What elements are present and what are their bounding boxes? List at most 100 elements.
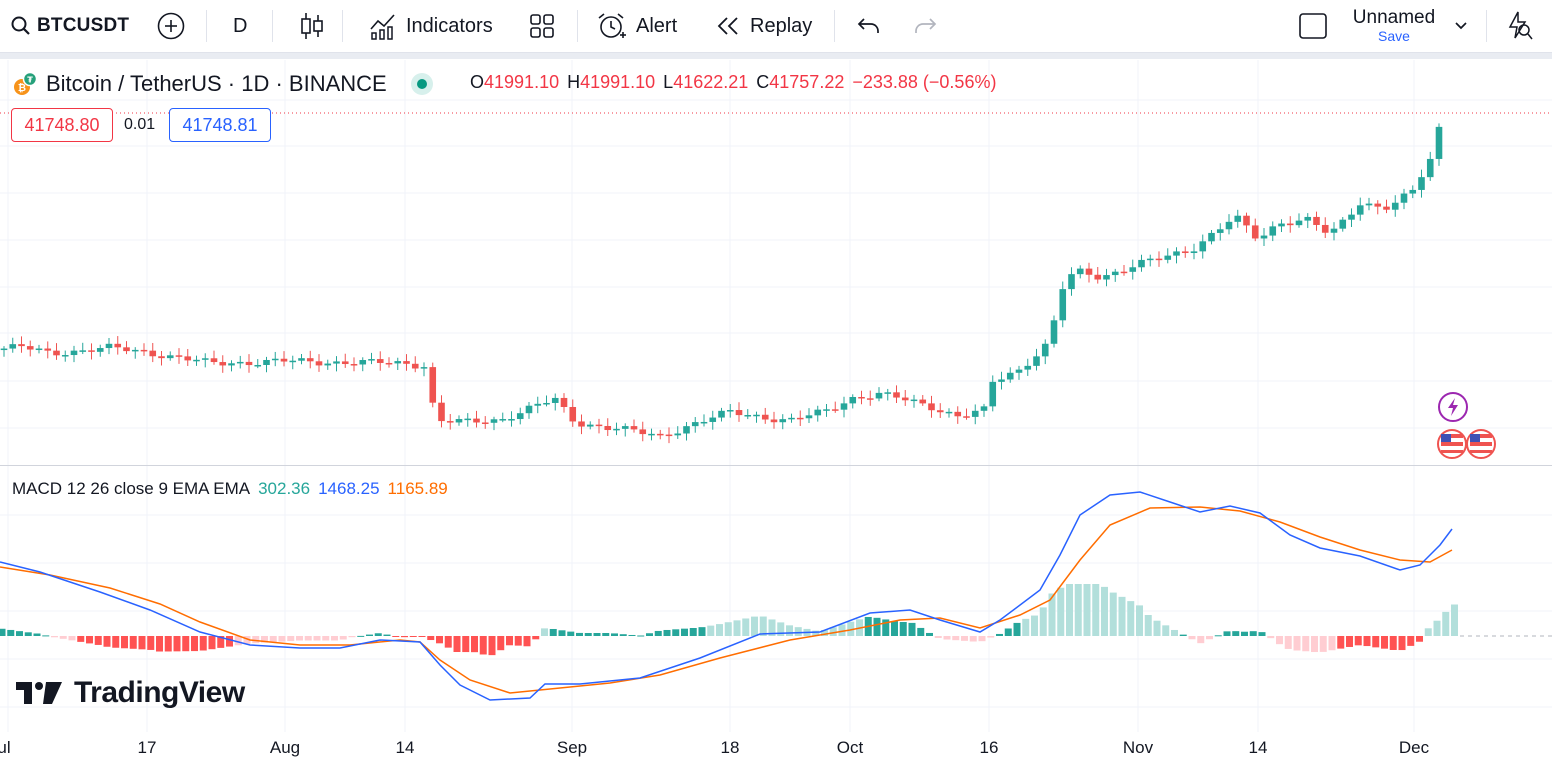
us-flag-event-icon[interactable]: [1437, 429, 1467, 459]
candle-body: [1409, 189, 1417, 194]
candle-body: [201, 358, 209, 360]
macd-histogram-bar: [1267, 636, 1275, 639]
macd-histogram-bar: [59, 636, 67, 639]
candle-body: [333, 361, 340, 364]
macd-histogram-bar: [1188, 636, 1196, 640]
candle-body: [945, 411, 953, 414]
macd-histogram-bar: [794, 627, 802, 636]
macd-histogram-bar: [628, 634, 636, 636]
alert-button[interactable]: Alert: [596, 0, 677, 52]
macd-histogram-bar: [1013, 622, 1021, 636]
candle-body: [989, 381, 997, 407]
candle-body: [376, 359, 384, 363]
candle-body: [639, 429, 647, 435]
save-layout-button[interactable]: Unnamed Save: [1350, 0, 1438, 52]
candle-body: [219, 362, 227, 366]
candle-body: [429, 367, 437, 403]
alert-label: Alert: [636, 14, 678, 37]
candle-body: [236, 361, 244, 364]
candle-body: [700, 421, 708, 424]
compare-symbol-button[interactable]: [156, 0, 186, 52]
macd-histogram-bar: [742, 618, 750, 636]
macd-histogram-bar: [16, 631, 23, 636]
undo-button[interactable]: [856, 0, 882, 52]
macd-histogram-bar: [191, 636, 198, 652]
macd-histogram-bar: [1328, 636, 1336, 651]
lightning-event-icon[interactable]: [1438, 392, 1468, 422]
macd-histogram-bar: [733, 620, 741, 636]
candle-body: [341, 361, 349, 365]
candle-body: [35, 348, 43, 351]
macd-histogram-bar: [1039, 607, 1047, 636]
candle-body: [70, 350, 78, 356]
candle-body: [648, 433, 655, 436]
undo-icon: [857, 18, 879, 33]
candle-body: [866, 398, 874, 400]
sell-price-button[interactable]: 41748.80: [11, 108, 113, 142]
symbol-legend[interactable]: ₿ ₮ Bitcoin / TetherUS · 1D · BINANCE: [12, 70, 435, 98]
candle-body: [1041, 343, 1049, 357]
templates-button[interactable]: [528, 0, 556, 52]
redo-button[interactable]: [912, 0, 938, 52]
layout-menu-button[interactable]: [1454, 0, 1468, 52]
candle-body: [1339, 219, 1347, 229]
macd-line: [0, 491, 1453, 701]
candle-body: [1050, 320, 1058, 344]
interval-button[interactable]: D: [233, 0, 247, 52]
buy-price-button[interactable]: 41748.81: [169, 108, 271, 142]
candle-body: [1033, 356, 1040, 366]
events-markers[interactable]: [1436, 392, 1500, 464]
macd-signal-value: 1165.89: [387, 479, 448, 498]
time-label: Nov: [1122, 738, 1154, 757]
time-label: 14: [395, 738, 415, 757]
macd-signal-line: [0, 506, 1453, 694]
candle-body: [44, 348, 52, 351]
macd-histogram-bar: [287, 636, 295, 642]
tradingview-logo[interactable]: TradingView: [16, 676, 245, 710]
candle-body: [1146, 258, 1154, 261]
interval-label: D: [233, 14, 248, 37]
layout-button[interactable]: [1298, 0, 1328, 52]
candle-body: [1120, 271, 1128, 274]
indicators-label: Indicators: [406, 14, 493, 37]
macd-histogram-bar: [1337, 636, 1345, 649]
candle-body: [1024, 365, 1032, 370]
macd-histogram-bar: [1363, 636, 1371, 647]
candle-body: [158, 356, 165, 359]
macd-histogram-bar: [611, 633, 618, 636]
svg-text:₿: ₿: [18, 82, 26, 94]
macd-histogram-bar: [576, 632, 583, 636]
macd-histogram-bar: [1442, 611, 1450, 636]
quick-search-button[interactable]: [1504, 0, 1534, 52]
candle-body: [726, 410, 734, 412]
candle-body: [149, 350, 157, 357]
macd-histogram-bar: [462, 636, 470, 653]
candle-body: [534, 403, 542, 406]
time-axis[interactable]: ul 17 Aug 14 Sep 18 Oct 16 Nov 14 Dec: [0, 732, 1552, 776]
candle-body: [551, 397, 559, 403]
macd-histogram-bar: [1249, 631, 1257, 636]
macd-histogram-bar: [418, 636, 426, 637]
close-value: C41757.22: [756, 72, 845, 92]
replay-button[interactable]: Replay: [714, 0, 812, 52]
macd-histogram-bar: [716, 624, 723, 636]
macd-histogram-bar: [1022, 618, 1030, 636]
candle-body: [1173, 251, 1180, 256]
candle-body: [1356, 205, 1364, 215]
macd-histogram-bar: [584, 633, 592, 636]
macd-legend[interactable]: MACD 12 26 close 9 EMA EMA 302.36 1468.2…: [12, 479, 448, 499]
candle-body: [1181, 251, 1189, 254]
macd-histogram-bar: [51, 636, 58, 638]
symbol-search-button[interactable]: BTCUSDT: [10, 0, 129, 52]
chart-canvas[interactable]: [0, 60, 1552, 732]
candle-body: [543, 402, 550, 405]
us-flag-event-icon[interactable]: [1466, 429, 1496, 459]
indicators-button[interactable]: Indicators: [368, 0, 493, 52]
candle-body: [683, 426, 690, 434]
chart-type-button[interactable]: [298, 0, 326, 52]
pane-divider[interactable]: [0, 465, 1552, 466]
candle-body: [1059, 289, 1067, 321]
macd-histogram-bar: [847, 621, 855, 636]
macd-histogram-bar: [759, 616, 767, 636]
macd-histogram-bar: [1424, 628, 1432, 636]
